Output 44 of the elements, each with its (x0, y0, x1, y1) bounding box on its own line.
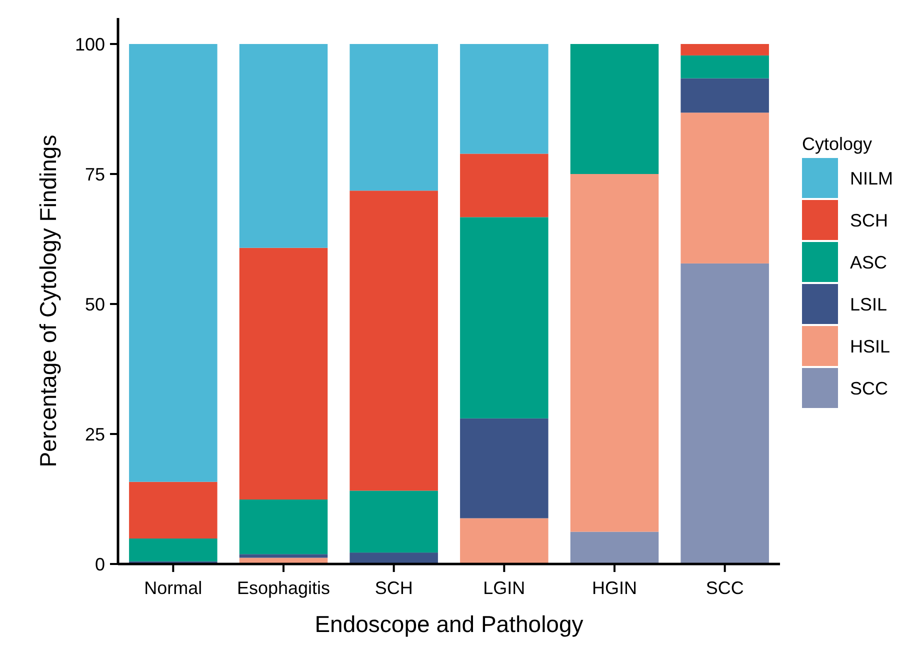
x-tick-label: Esophagitis (236, 578, 330, 598)
x-tick-label: SCC (706, 578, 744, 598)
y-tick-label: 25 (84, 424, 105, 444)
bar (129, 538, 218, 562)
y-tick-label: 0 (94, 554, 105, 574)
bar (239, 554, 328, 558)
bar (460, 217, 548, 418)
bar (570, 532, 659, 564)
bar (680, 78, 769, 113)
y-axis-title: Percentage of Cytology Findings (35, 134, 61, 468)
bar (460, 518, 548, 564)
y-tick-label: 100 (74, 34, 105, 54)
bar (129, 44, 218, 482)
bar (129, 482, 218, 539)
legend-title: Cytology (802, 134, 872, 154)
bar (350, 190, 438, 491)
bar (460, 418, 548, 518)
bar (680, 263, 769, 564)
x-axis-title: Endoscope and Pathology (314, 611, 584, 637)
y-tick-label: 50 (84, 294, 105, 314)
x-tick-label: Normal (144, 578, 202, 598)
bar (570, 174, 659, 532)
y-tick-label: 75 (84, 164, 105, 184)
legend-label: HSIL (850, 336, 890, 356)
bar (239, 248, 328, 500)
bar (680, 112, 769, 264)
bar (460, 44, 548, 154)
bar (239, 500, 328, 554)
bar (680, 55, 769, 78)
x-tick-label: LGIN (483, 578, 526, 598)
legend-label: LSIL (850, 294, 888, 314)
bar (460, 154, 548, 218)
bar (239, 44, 328, 248)
bar (350, 44, 438, 191)
bar (350, 490, 438, 553)
x-tick-label: HGIN (592, 578, 637, 598)
legend-label: SCC (850, 378, 888, 398)
legend-label: ASC (850, 252, 888, 272)
bar (350, 552, 438, 564)
x-tick-label: SCH (374, 578, 413, 598)
legend-label: NILM (850, 168, 894, 188)
legend-label: SCH (850, 210, 888, 230)
bar (570, 44, 659, 174)
bar (680, 44, 769, 56)
